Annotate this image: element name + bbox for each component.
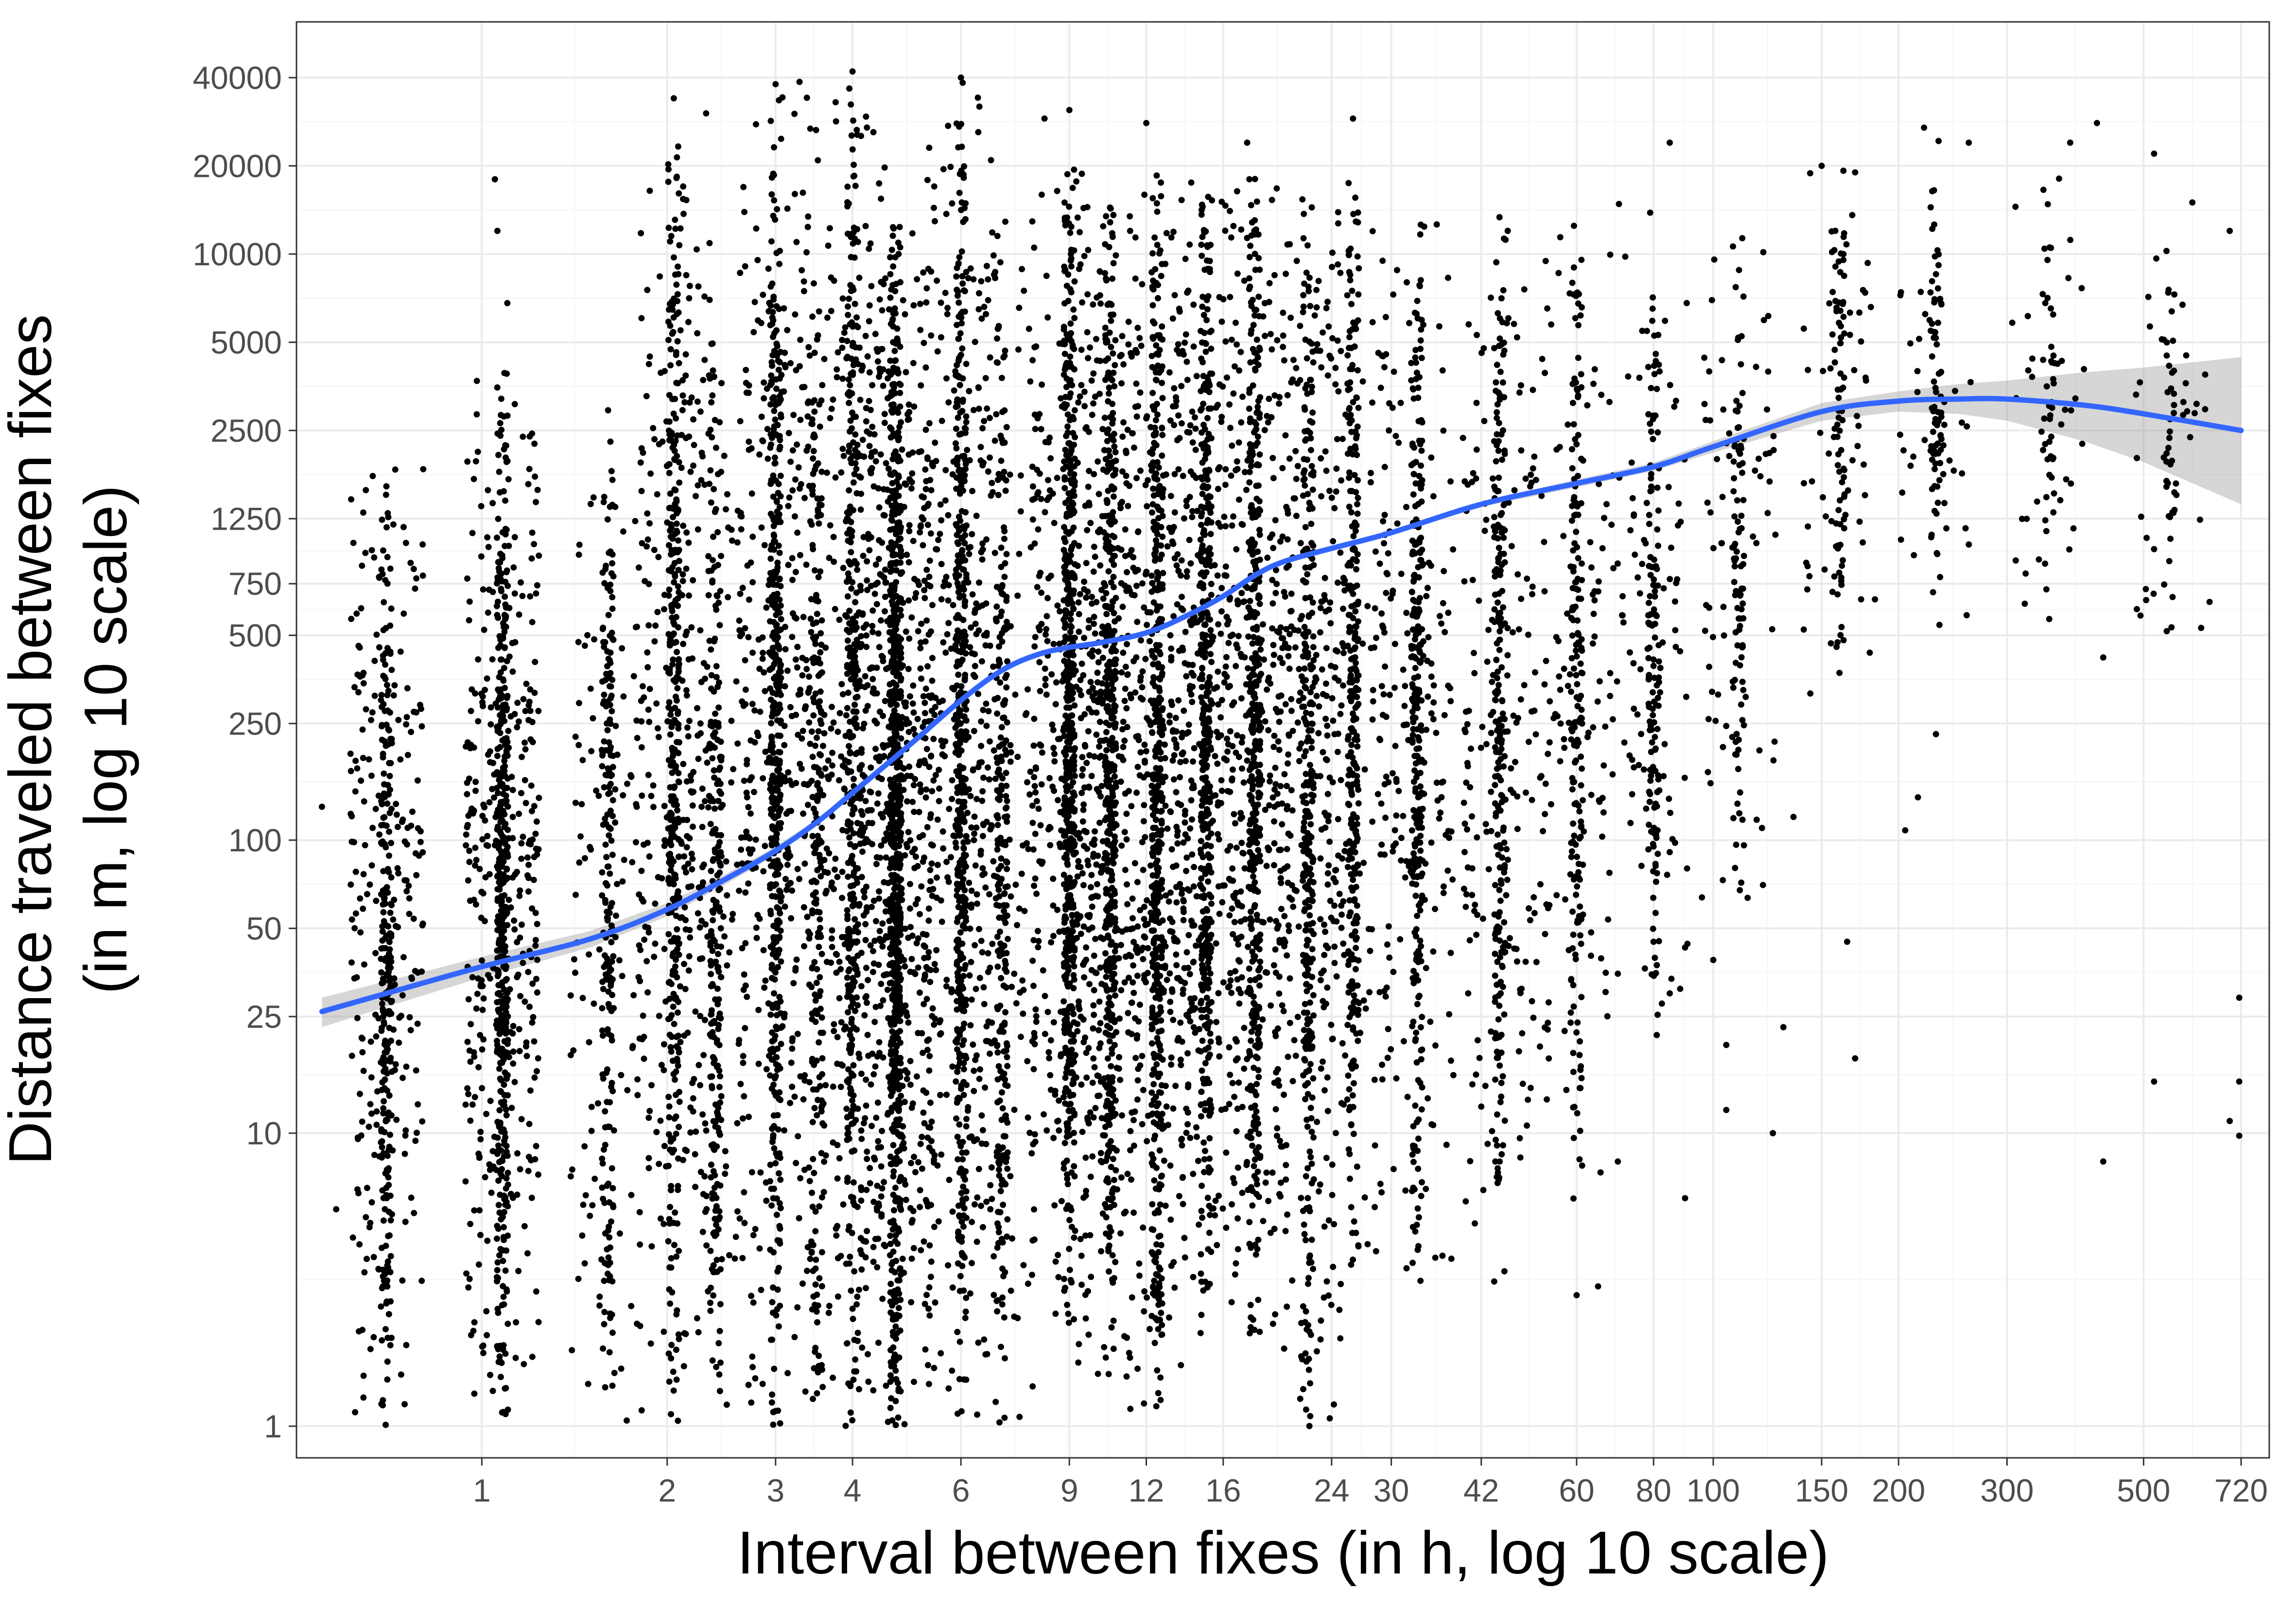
x-tick-label: 30 (1374, 1472, 1409, 1508)
x-tick-label: 1 (473, 1472, 491, 1508)
y-tick-label: 100 (228, 822, 282, 858)
x-tick-label: 2 (658, 1472, 676, 1508)
y-axis-title: Distance traveled between fixes (in m, l… (0, 314, 139, 1165)
x-tick-label: 9 (1061, 1472, 1078, 1508)
y-tick-label: 10 (246, 1115, 282, 1151)
x-tick-label: 200 (1872, 1472, 1925, 1508)
panel-border (296, 21, 2270, 1459)
y-tick-label: 10000 (192, 236, 282, 272)
x-tick-label: 3 (766, 1472, 784, 1508)
y-tick-label: 500 (228, 617, 282, 653)
y-tick-label: 20000 (192, 148, 282, 184)
x-tick-label: 12 (1129, 1472, 1164, 1508)
x-axis-title: Interval between fixes (in h, log 10 sca… (737, 1520, 1829, 1587)
y-tick-label: 50 (246, 910, 282, 946)
y-tick-label: 5000 (210, 324, 282, 360)
scatter-points (318, 68, 2243, 1430)
y-tick-label: 40000 (192, 60, 282, 96)
x-tick-label: 500 (2117, 1472, 2170, 1508)
smooth-trend-line (319, 396, 2244, 1015)
x-tick-label: 100 (1687, 1472, 1740, 1508)
x-tick-label: 16 (1205, 1472, 1241, 1508)
x-tick-label: 4 (844, 1472, 862, 1508)
y-axis-title-line-2: (in m, log 10 scale) (72, 485, 139, 994)
y-axis-title-line-1: Distance traveled between fixes (0, 314, 64, 1165)
x-tick-label: 80 (1635, 1472, 1671, 1508)
plot-panel (296, 22, 2269, 1458)
y-axis-ticks: 1 10 25 50 100 250 500 750 1250 2500 5000 10000 2000… (192, 60, 296, 1444)
x-axis-ticks: 1 2 3 4 6 9 12 16 24 30 42 60 80 100 150 200 300 500 720 (473, 1458, 2268, 1508)
smooth-line-layer (319, 396, 2244, 1015)
x-tick-label: 24 (1314, 1472, 1349, 1508)
x-tick-label: 720 (2214, 1472, 2268, 1508)
x-tick-label: 6 (952, 1472, 970, 1508)
y-tick-label: 250 (228, 706, 282, 742)
y-tick-label: 750 (228, 566, 282, 602)
x-tick-label: 60 (1559, 1472, 1594, 1508)
y-tick-label: 2500 (210, 413, 282, 449)
y-tick-label: 1250 (210, 501, 282, 536)
x-tick-label: 42 (1463, 1472, 1499, 1508)
y-tick-label: 25 (246, 999, 282, 1035)
scatter-points-layer (318, 68, 2243, 1430)
y-tick-label: 1 (264, 1408, 282, 1444)
x-tick-label: 300 (1980, 1472, 2034, 1508)
x-tick-label: 150 (1795, 1472, 1848, 1508)
